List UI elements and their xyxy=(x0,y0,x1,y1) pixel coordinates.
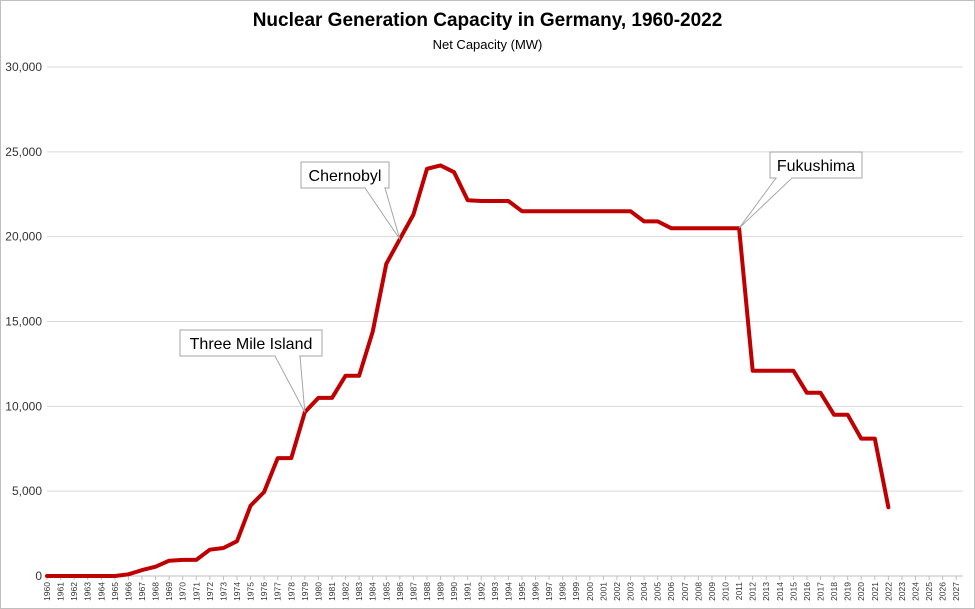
x-tick-label: 1987 xyxy=(408,582,418,601)
x-tick-label: 1989 xyxy=(436,582,446,601)
x-tick-label: 2019 xyxy=(843,582,853,601)
x-tick-label: 1994 xyxy=(503,582,513,601)
x-tick-label: 1984 xyxy=(368,582,378,601)
x-tick-label: 1971 xyxy=(191,582,201,601)
x-tick-label: 1978 xyxy=(286,582,296,601)
x-tick-label: 2011 xyxy=(734,582,744,601)
y-tick-label: 30,000 xyxy=(5,60,42,74)
x-tick-label: 1991 xyxy=(463,582,473,601)
x-tick-label: 2001 xyxy=(598,582,608,601)
x-axis-ticks: 1960 1961 1962 1963 1964 1965 1966 1967 1968 1969… xyxy=(42,576,961,601)
x-tick-label: 2025 xyxy=(924,582,934,601)
x-tick-label: 1995 xyxy=(517,582,527,601)
x-tick-label: 1990 xyxy=(449,582,459,601)
x-tick-label: 1999 xyxy=(571,582,581,601)
x-tick-label: 1963 xyxy=(83,582,93,601)
x-tick-label: 1988 xyxy=(422,582,432,601)
x-tick-label: 1964 xyxy=(96,582,106,601)
x-tick-label: 1998 xyxy=(558,582,568,601)
x-tick-label: 2015 xyxy=(788,582,798,601)
x-tick-label: 2026 xyxy=(938,582,948,601)
annotation-label: Three Mile Island xyxy=(190,336,313,353)
x-tick-label: 2024 xyxy=(911,582,921,601)
annotations-layer: Three Mile Island Chernobyl Fukushima xyxy=(179,151,863,413)
x-tick-label: 1982 xyxy=(341,582,351,601)
annotation-box xyxy=(179,329,323,357)
x-tick-label: 2007 xyxy=(680,582,690,601)
x-tick-label: 2000 xyxy=(585,582,595,601)
annotation-box xyxy=(769,151,863,179)
x-tick-label: 2022 xyxy=(883,582,893,601)
x-tick-label: 2004 xyxy=(639,582,649,601)
y-tick-label: 15,000 xyxy=(5,315,42,329)
x-tick-label: 1973 xyxy=(218,582,228,601)
x-tick-label: 2009 xyxy=(707,582,717,601)
x-tick-label: 1970 xyxy=(178,582,188,601)
x-tick-label: 2013 xyxy=(761,582,771,601)
x-tick-label: 1992 xyxy=(476,582,486,601)
x-tick-label: 1967 xyxy=(137,582,147,601)
x-tick-label: 1972 xyxy=(205,582,215,601)
y-tick-label: 5,000 xyxy=(12,484,42,498)
x-tick-label: 1960 xyxy=(42,582,52,601)
y-tick-label: 20,000 xyxy=(5,230,42,244)
y-tick-label: 10,000 xyxy=(5,399,42,413)
x-tick-label: 2023 xyxy=(897,582,907,601)
x-tick-label: 1985 xyxy=(381,582,391,601)
x-tick-label: 1965 xyxy=(110,582,120,601)
x-tick-label: 1977 xyxy=(273,582,283,601)
x-tick-label: 1997 xyxy=(544,582,554,601)
x-tick-label: 2006 xyxy=(666,582,676,601)
x-tick-label: 2021 xyxy=(870,582,880,601)
y-axis-ticks: 0 5,000 10,000 15,000 20,000 25,000 30,000 xyxy=(5,60,42,583)
y-tick-label: 25,000 xyxy=(5,145,42,159)
series-line xyxy=(45,163,891,578)
x-tick-label: 1961 xyxy=(56,582,66,601)
annotation-pointer xyxy=(364,187,401,240)
annotation-label: Fukushima xyxy=(777,158,855,175)
x-tick-label: 1986 xyxy=(395,582,405,601)
x-tick-label: 2008 xyxy=(693,582,703,601)
annotation-pointer xyxy=(738,177,794,229)
series-layer xyxy=(45,163,891,578)
x-tick-label: 2018 xyxy=(829,582,839,601)
y-tick-label: 0 xyxy=(35,569,42,583)
x-tick-label: 1976 xyxy=(259,582,269,601)
x-tick-label: 1979 xyxy=(300,582,310,601)
x-tick-label: 1981 xyxy=(327,582,337,601)
x-tick-label: 1980 xyxy=(313,582,323,601)
x-tick-label: 2012 xyxy=(748,582,758,601)
x-tick-label: 1966 xyxy=(123,582,133,601)
annotation-pointer xyxy=(274,355,306,413)
chart-subtitle: Net Capacity (MW) xyxy=(432,37,543,52)
x-tick-label: 1969 xyxy=(164,582,174,601)
x-tick-label: 1975 xyxy=(246,582,256,601)
x-tick-label: 2020 xyxy=(856,582,866,601)
chart-title: Nuclear Generation Capacity in Germany, … xyxy=(252,10,723,31)
x-tick-label: 2010 xyxy=(721,582,731,601)
x-tick-label: 2027 xyxy=(951,582,961,601)
x-tick-label: 1983 xyxy=(354,582,364,601)
x-tick-label: 1996 xyxy=(531,582,541,601)
x-tick-label: 1974 xyxy=(232,582,242,601)
x-tick-label: 2002 xyxy=(612,582,622,601)
annotation-label: Chernobyl xyxy=(309,168,382,185)
x-tick-label: 2016 xyxy=(802,582,812,601)
gridlines xyxy=(47,66,963,577)
x-tick-label: 1993 xyxy=(490,582,500,601)
x-tick-label: 2003 xyxy=(626,582,636,601)
annotation-box xyxy=(300,161,390,189)
x-tick-label: 2005 xyxy=(653,582,663,601)
x-tick-label: 1962 xyxy=(69,582,79,601)
x-tick-label: 1968 xyxy=(151,582,161,601)
x-tick-label: 2017 xyxy=(816,582,826,601)
x-tick-label: 2014 xyxy=(775,582,785,601)
